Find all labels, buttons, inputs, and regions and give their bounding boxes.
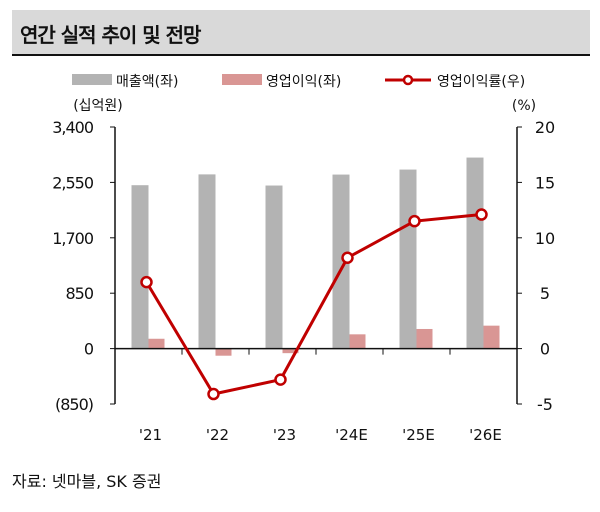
x-tick-label: '23: [273, 426, 296, 444]
chart-header: 연간 실적 추이 및 전망: [12, 10, 590, 56]
legend-label: 영업이익률(우): [437, 74, 525, 90]
bar-operating-profit: [416, 328, 433, 349]
left-tick-label: 3,400: [52, 118, 94, 137]
bar-revenue: [466, 157, 484, 349]
left-tick-label: (850): [55, 395, 93, 414]
legend-swatch: [72, 74, 112, 85]
line-point: [207, 387, 220, 401]
bar-operating-profit: [483, 325, 500, 349]
x-tick-label: '22: [206, 426, 229, 444]
right-tick-label: 20: [535, 118, 555, 137]
legend-label: 영업이익(좌): [266, 74, 341, 90]
left-tick-label: 1,700: [52, 229, 94, 248]
bar-revenue: [332, 174, 350, 349]
right-tick-label: 15: [535, 173, 555, 192]
bar-operating-profit: [282, 348, 299, 354]
x-tick-label: '25E: [402, 426, 435, 444]
bar-operating-profit: [148, 338, 165, 349]
right-tick-label: -5: [537, 395, 553, 414]
legend-swatch: [222, 74, 262, 85]
left-tick-label: 0: [84, 340, 94, 359]
right-axis-label: (%): [512, 98, 536, 114]
left-tick-label: 850: [65, 284, 93, 303]
line-point: [475, 208, 488, 221]
bar-operating-profit: [215, 348, 232, 356]
line-point: [408, 214, 421, 228]
bar-revenue: [265, 185, 283, 349]
line-point: [341, 251, 354, 264]
right-tick-label: 0: [540, 340, 550, 359]
chart-title: 연간 실적 추이 및 전망: [20, 23, 201, 47]
line-operating-margin: [145, 213, 482, 396]
bar-revenue: [399, 169, 417, 349]
source-note: 자료: 넷마블, SK 증권: [12, 472, 162, 491]
right-tick-label: 10: [535, 229, 555, 248]
bar-operating-profit: [349, 334, 366, 349]
line-point: [274, 373, 287, 386]
legend-label: 매출액(좌): [116, 74, 178, 90]
left-axis-label: (십억원): [73, 98, 123, 114]
right-tick-label: 5: [540, 284, 550, 303]
x-tick-label: '26E: [469, 426, 502, 444]
bar-revenue: [131, 185, 149, 349]
bar-revenue: [198, 174, 216, 349]
legend-marker: [402, 74, 414, 86]
line-point: [140, 275, 153, 289]
x-tick-label: '24E: [335, 426, 368, 444]
left-tick-label: 2,550: [52, 173, 94, 192]
x-tick-label: '21: [139, 426, 162, 444]
